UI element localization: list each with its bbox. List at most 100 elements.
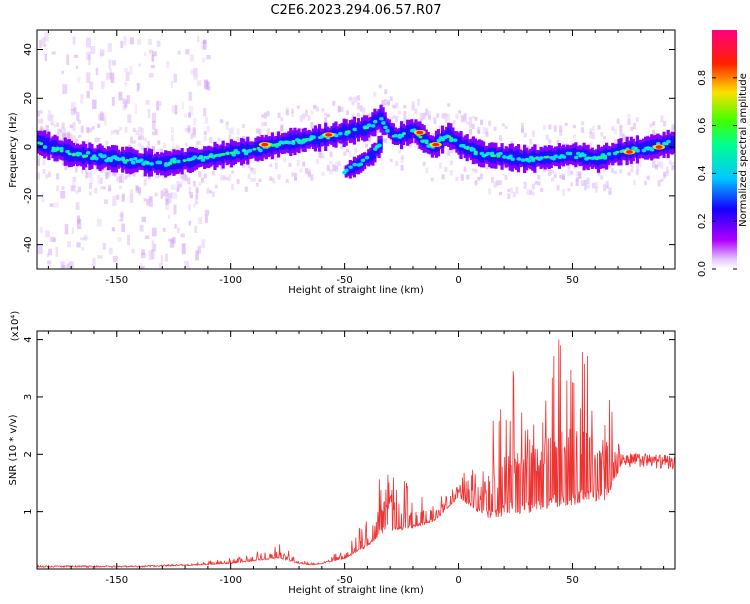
spectrum-halo [149,197,153,203]
spectrum-speck [158,262,162,269]
spectrum-halo [244,186,248,192]
spectrum-halo [474,117,478,121]
spectrum-speck [138,126,142,133]
spectrum-halo [288,162,292,168]
spectrum-speck [77,76,81,84]
spectrum-halo [250,168,254,174]
spectrum-speck [86,72,91,84]
snr-series-line [37,339,675,569]
spectrum-halo [58,129,62,133]
spectrum-speck [148,73,154,78]
spectrum-halo [187,127,191,134]
spectrum-halo [485,128,489,135]
spectrum-halo [619,130,623,137]
spectrum-halo [211,170,215,176]
spectrum-halo [592,183,596,189]
spectrum-speck [112,255,118,263]
spectrum-speck [136,38,142,45]
spectrum-speck [120,211,124,222]
spectrum-speck [99,53,104,58]
spectrum-speck [77,215,81,224]
spectrum-band-core [171,157,177,162]
spectrogram-frame [36,29,676,270]
spectrum-halo [47,110,51,115]
spectrum-speck [190,69,194,75]
spectrum-speck [204,116,209,124]
spectrum-halo [471,123,475,130]
spectrum-band-core [258,148,264,153]
spectrum-speck [156,40,161,47]
spectrum-halo [179,181,183,186]
spectrum-speck [37,155,41,159]
spectrum-halo [663,120,667,127]
spectrum-speck [61,127,67,137]
spectrum-halo [400,164,404,171]
spectrum-halo [151,146,155,152]
x-tick-label: 50 [566,575,579,586]
spectrum-halo [428,110,432,118]
spectrum-halo [97,123,101,129]
spectrum-halo [332,100,336,106]
snr-frame [36,330,676,570]
spectrum-band-hot [598,156,603,159]
spectrum-halo [548,139,552,144]
spectrum-halo [633,123,637,130]
spectrum-speck [144,235,150,240]
spectrum-speck [38,118,44,124]
spectrum-halo [466,121,470,125]
spectrum-halo [411,101,415,105]
spectrum-speck [37,244,43,255]
spectrum-speck [189,54,194,62]
spectrum-halo [635,169,639,176]
spectrum-speck [162,227,166,232]
spectrum-band-core [344,168,350,173]
snr-panel: -150 -100 -50 0 50 1 2 3 4 Height of straight li… [8,311,676,596]
spectrum-speck [155,173,160,179]
spectrum-halo [441,113,445,119]
spectrum-halo [192,133,196,138]
spectrum-speck [95,67,99,76]
spectrum-speck [70,108,76,116]
spectrum-halo [124,175,128,180]
spectrum-speck [81,247,85,251]
spectrum-band-hot [84,154,89,158]
spectrum-halo [496,180,500,186]
spectrum-halo [449,147,453,154]
spectrum-halo [198,170,202,178]
spectrum-halo [324,112,328,116]
spectrum-speck [125,71,130,81]
spectrum-speck [101,112,105,122]
spectrum-halo [444,117,448,124]
spectrum-halo [277,112,281,118]
spectrum-band-core [333,133,339,138]
spectrum-halo [447,148,451,156]
spectrum-speck [204,80,210,87]
spectrum-halo [586,177,590,184]
spectrum-halo [225,121,229,125]
spectrum-band-core [649,147,655,152]
spectrum-speck [158,101,162,106]
spectrum-halo [236,137,240,141]
spectrum-speck [187,266,191,269]
spectrum-halo [386,101,390,106]
spectrum-halo [646,175,650,180]
spectrum-halo [395,160,399,167]
spectrum-speck [201,239,206,248]
spectrum-halo [335,166,339,172]
spectrum-halo [438,162,442,170]
spectrum-speck [127,170,131,178]
spectrum-halo [326,164,330,169]
y-tick-label: 2 [23,451,34,457]
spectrum-halo [589,128,593,135]
spectrum-halo [285,107,289,114]
spectrum-halo [567,162,571,170]
spectrum-band-core [85,151,91,155]
spectrum-halo [635,116,639,122]
spectrum-band-hot [182,159,187,162]
spectrum-speck [75,166,78,173]
spectrum-halo [53,124,57,128]
spectrum-halo [179,184,183,188]
spectrum-speck [71,227,74,234]
spectrum-halo [184,142,188,147]
